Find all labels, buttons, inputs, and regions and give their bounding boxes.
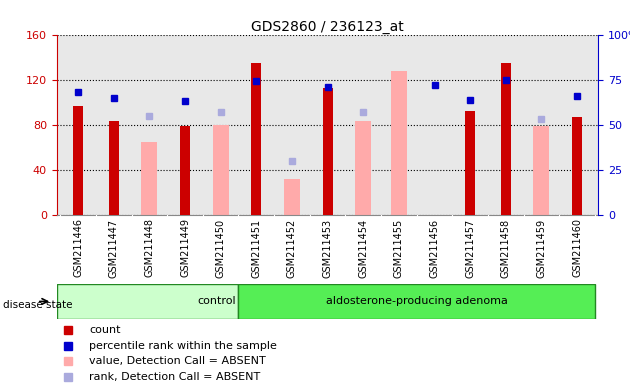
Bar [572, 117, 582, 215]
Bar [73, 106, 83, 215]
Text: disease state: disease state [3, 300, 72, 310]
Bar [534, 126, 549, 215]
Text: GSM211459: GSM211459 [537, 218, 546, 278]
Bar [501, 63, 511, 215]
Bar [391, 71, 407, 215]
Text: rank, Detection Call = ABSENT: rank, Detection Call = ABSENT [89, 372, 260, 382]
Text: count: count [89, 326, 121, 336]
Bar [323, 88, 333, 215]
Text: GSM211453: GSM211453 [323, 218, 333, 278]
Bar [355, 121, 371, 215]
Bar [465, 111, 475, 215]
Text: GSM211455: GSM211455 [394, 218, 404, 278]
Text: GSM211456: GSM211456 [430, 218, 440, 278]
Text: GSM211460: GSM211460 [572, 218, 582, 278]
Text: percentile rank within the sample: percentile rank within the sample [89, 341, 277, 351]
Bar [239, 284, 595, 319]
Bar [180, 126, 190, 215]
Text: value, Detection Call = ABSENT: value, Detection Call = ABSENT [89, 356, 266, 366]
Bar [213, 125, 229, 215]
Bar [109, 121, 118, 215]
Bar [141, 142, 158, 215]
Bar [57, 284, 239, 319]
Text: GSM211449: GSM211449 [180, 218, 190, 278]
Text: GSM211454: GSM211454 [358, 218, 369, 278]
Text: GSM211450: GSM211450 [215, 218, 226, 278]
Text: GSM211448: GSM211448 [144, 218, 154, 278]
Text: GSM211447: GSM211447 [109, 218, 118, 278]
Bar [284, 179, 300, 215]
Text: GSM211451: GSM211451 [251, 218, 261, 278]
Text: GSM211458: GSM211458 [501, 218, 511, 278]
Text: GSM211452: GSM211452 [287, 218, 297, 278]
Text: GSM211457: GSM211457 [465, 218, 475, 278]
Text: control: control [198, 296, 236, 306]
Text: GSM211446: GSM211446 [73, 218, 83, 278]
Title: GDS2860 / 236123_at: GDS2860 / 236123_at [251, 20, 404, 33]
Text: aldosterone-producing adenoma: aldosterone-producing adenoma [326, 296, 508, 306]
Bar [251, 63, 261, 215]
